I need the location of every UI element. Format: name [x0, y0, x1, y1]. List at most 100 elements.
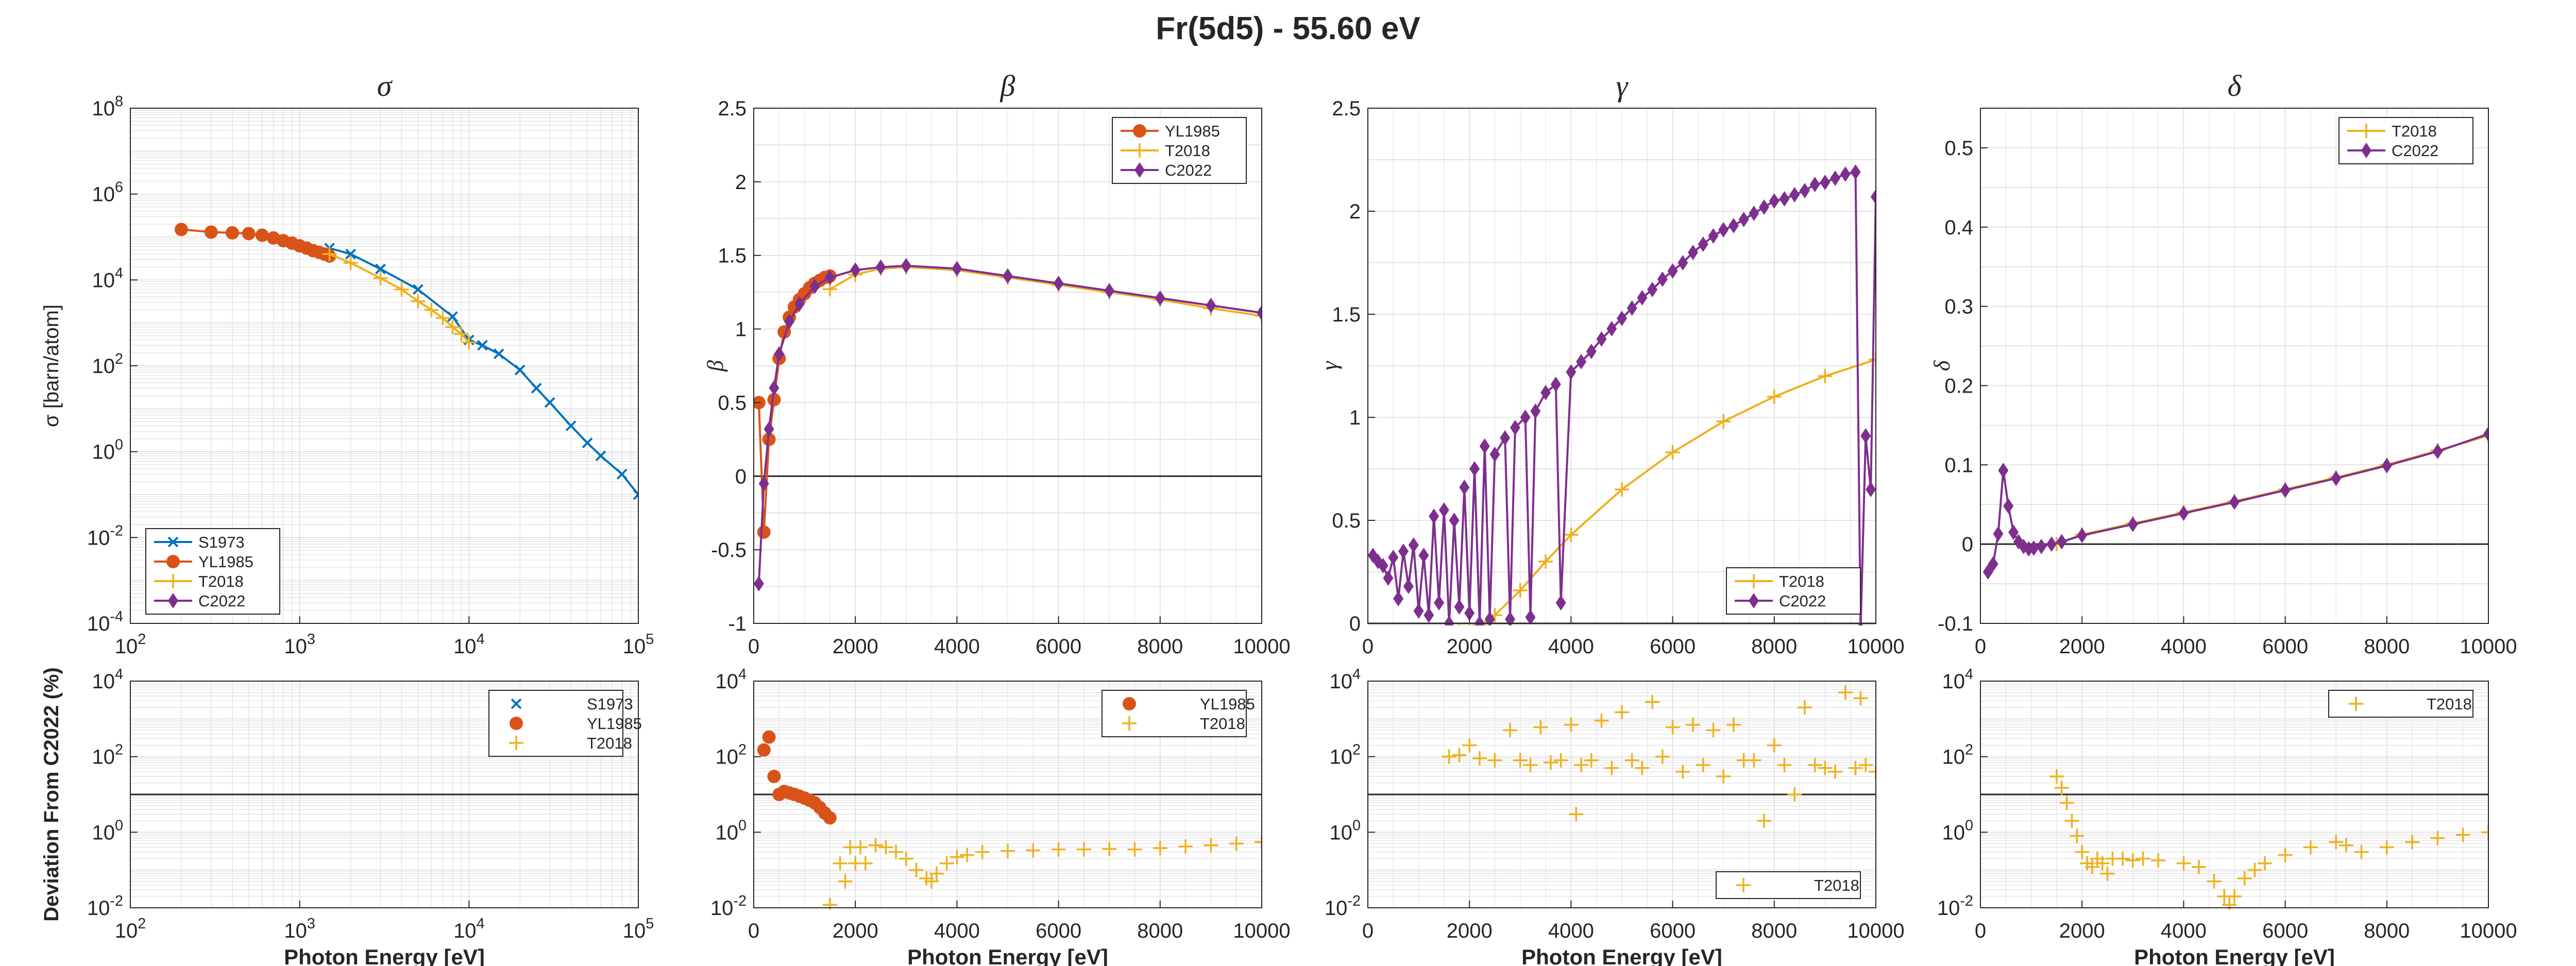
- y-tick-label: 0.5: [718, 392, 747, 414]
- y-tick-label: 104: [1942, 666, 1973, 693]
- data-point-C2022: [1982, 564, 1993, 580]
- data-point-C2022: [1769, 193, 1780, 209]
- data-point-T2018: [1487, 753, 1502, 768]
- x-tick-label: 0: [1975, 920, 1986, 942]
- y-tick-label: 10-2: [710, 893, 747, 920]
- y-tick-label: 0.2: [1944, 375, 1973, 397]
- data-point-T2018: [1538, 554, 1553, 569]
- x-tick-label: 0: [1362, 635, 1374, 658]
- data-point-T2018: [1706, 723, 1721, 738]
- data-point-C2022: [2036, 538, 2047, 554]
- data-point-C2022: [1749, 206, 1759, 221]
- axes-box: [753, 681, 1262, 908]
- data-point-C2022: [1489, 447, 1500, 462]
- data-point-T2018: [1513, 753, 1528, 768]
- data-point-YL1985: [757, 525, 771, 539]
- y-tick-label: 2.5: [718, 97, 747, 120]
- y-tick-label: 10-4: [87, 608, 123, 635]
- y-tick-label: 100: [92, 437, 123, 464]
- grid: [753, 108, 1262, 624]
- y-tick-label: 0: [735, 465, 747, 488]
- y-tick-label: 0.1: [1944, 454, 1973, 477]
- legend-marker-T2018: [2349, 697, 2363, 711]
- data-point-YL1985: [174, 223, 188, 236]
- legend-marker-C2022: [168, 593, 178, 608]
- data-point-T2018: [1757, 814, 1772, 828]
- data-point-T2018: [1869, 764, 1876, 779]
- y-axis-label: β: [703, 360, 728, 372]
- legend-label: C2022: [1165, 161, 1212, 179]
- x-tick-label: 6000: [1036, 635, 1081, 658]
- axes-title: γ: [1616, 69, 1629, 103]
- data-point-C2022: [1383, 570, 1394, 586]
- y-tick-label: 100: [715, 817, 747, 844]
- data-point-T2018: [454, 327, 469, 342]
- legend-marker-T2018: [1122, 716, 1137, 731]
- data-point-T2018: [1523, 757, 1538, 772]
- data-point-C2022: [1576, 354, 1587, 369]
- x-axis-label: Photon Energy [eV]: [2134, 945, 2335, 966]
- data-point-T2018: [1665, 445, 1680, 460]
- data-point-C2022: [2381, 457, 2392, 473]
- x-tick-label: 102: [115, 631, 146, 658]
- data-point-T2018: [1503, 723, 1518, 738]
- data-point-T2018: [1716, 769, 1731, 784]
- data-point-T2018: [462, 335, 477, 350]
- data-point-S1973: [544, 397, 555, 408]
- y-tick-label: 10-2: [87, 893, 123, 920]
- x-tick-label: 104: [453, 916, 485, 942]
- series-layer: [1368, 164, 1876, 625]
- x-axis-label: Photon Energy [eV]: [1521, 945, 1722, 966]
- data-point-T2018: [2222, 897, 2237, 910]
- x-tick-label: 4000: [2161, 635, 2207, 658]
- data-point-C2022: [1738, 212, 1749, 227]
- x-tick-label: 4000: [1548, 920, 1594, 942]
- data-point-C2022: [769, 380, 779, 396]
- data-point-T2018: [1777, 757, 1792, 772]
- data-point-S1973: [531, 383, 542, 394]
- data-point-T2018: [1615, 482, 1629, 497]
- y-axis-label: γ: [1317, 361, 1342, 370]
- data-point-T2018: [1076, 842, 1091, 857]
- data-point-S1973: [375, 263, 386, 275]
- data-point-T2018: [833, 856, 848, 871]
- y-tick-label: 102: [1329, 742, 1361, 769]
- legend-label: T2018: [2427, 695, 2472, 713]
- data-point-C2022: [1368, 548, 1378, 563]
- y-tick-label: 2: [735, 171, 747, 194]
- y-tick-label: 0: [1962, 533, 1973, 556]
- data-point-T2018: [1858, 757, 1873, 772]
- legend-label: T2018: [2392, 122, 2437, 140]
- data-point-S1973: [447, 311, 458, 322]
- data-point-T2018: [1564, 528, 1579, 542]
- y-tick-label: 0.5: [1944, 137, 1973, 160]
- data-point-C2022: [764, 421, 774, 437]
- data-point-C2022: [1530, 403, 1541, 419]
- data-point-C2022: [1479, 438, 1490, 454]
- data-point-C2022: [1667, 263, 1678, 279]
- legend-label: S1973: [587, 695, 633, 713]
- data-point-C2022: [1510, 420, 1520, 435]
- data-point-T2018: [2151, 853, 2166, 868]
- data-point-T2018: [2405, 835, 2420, 850]
- data-point-YL1985: [823, 811, 837, 825]
- data-point-C2022: [794, 296, 805, 312]
- data-point-C2022: [1698, 236, 1708, 252]
- data-point-T2018: [2278, 848, 2293, 862]
- data-point-T2018: [2115, 851, 2130, 866]
- data-point-C2022: [1596, 331, 1607, 347]
- x-tick-label: 10000: [1847, 635, 1904, 658]
- legend-marker-YL1985: [1123, 697, 1136, 710]
- data-point-YL1985: [767, 770, 781, 784]
- x-tick-label: 10000: [1233, 920, 1290, 942]
- data-point-T2018: [1767, 738, 1782, 753]
- data-point-S1973: [477, 340, 488, 351]
- legend: T2018 C2022: [1726, 567, 1861, 615]
- data-point-C2022: [1449, 513, 1460, 528]
- data-point-C2022: [1429, 509, 1439, 524]
- x-tick-label: 10000: [1847, 920, 1904, 942]
- data-point-T2018: [1513, 583, 1528, 598]
- data-point-C2022: [1438, 502, 1449, 518]
- legend-marker-C2022: [2361, 143, 2371, 158]
- y-tick-label: 108: [92, 93, 123, 120]
